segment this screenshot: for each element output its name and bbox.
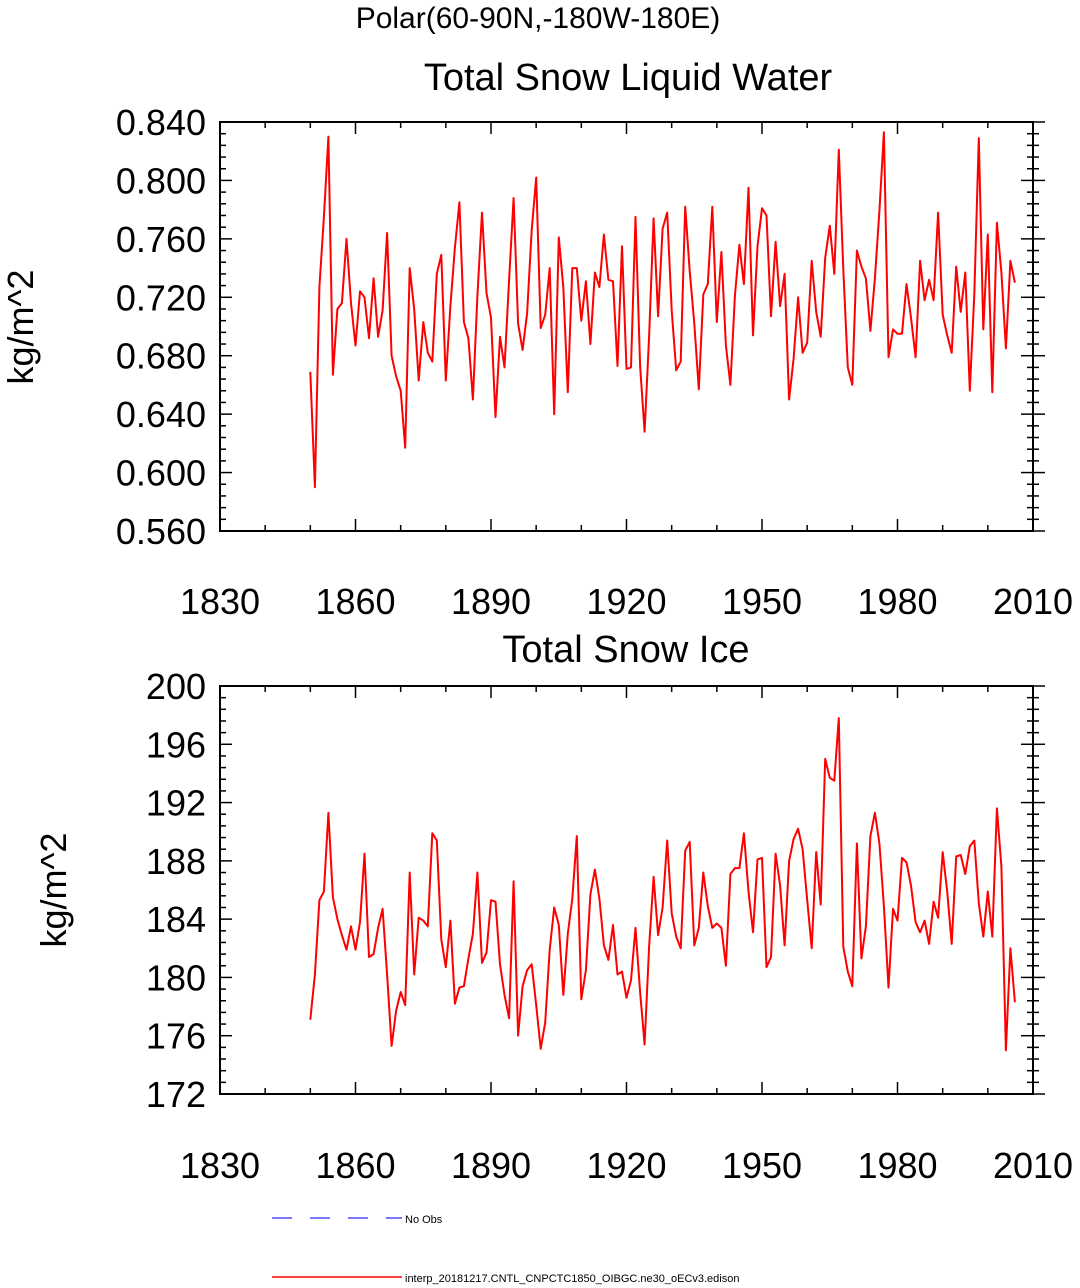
legend-run-label: interp_20181217.CNTL_CNPCTC1850_OIBGC.ne…	[405, 1273, 739, 1285]
y-tick-label: 0.560	[116, 511, 206, 552]
x-tick-label: 1830	[180, 1145, 260, 1186]
axis-ticks	[219, 685, 1045, 1095]
y-tick-label: 0.760	[116, 219, 206, 260]
axis-ticks	[219, 121, 1045, 532]
x-tick-label: 1830	[180, 581, 260, 622]
y-tick-label: 192	[146, 783, 206, 824]
y-tick-label: 0.680	[116, 336, 206, 377]
x-tick-label: 2010	[993, 1145, 1073, 1186]
chart-panel-snow-liquid-water: Total Snow Liquid Water kg/m^2 1830 1860 1…	[0, 57, 1073, 622]
chart-title: Total Snow Ice	[502, 629, 749, 671]
x-tick-label: 1950	[722, 1145, 802, 1186]
x-tick-label: 1950	[722, 581, 802, 622]
page-title: Polar(60-90N,-180W-180E)	[356, 2, 721, 35]
y-tick-label: 0.600	[116, 453, 206, 494]
y-tick-label: 184	[146, 899, 206, 940]
x-tick-label: 1860	[315, 1145, 395, 1186]
x-tick-label: 1860	[315, 581, 395, 622]
y-tick-label: 0.640	[116, 394, 206, 435]
legend-no-obs-label: No Obs	[405, 1214, 443, 1226]
data-series	[309, 717, 1016, 1052]
chart-panel-snow-ice: Total Snow Ice kg/m^2 1830 1860 1890 1920 19…	[33, 629, 1073, 1186]
data-series	[309, 131, 1016, 489]
y-tick-label: 172	[146, 1074, 206, 1115]
x-tick-label: 1980	[857, 581, 937, 622]
x-tick-label: 1890	[451, 581, 531, 622]
x-tick-label: 1920	[586, 1145, 666, 1186]
y-tick-label: 180	[146, 957, 206, 998]
axis-tick-labels: 1830 1860 1890 1920 1950 1980 2010 0.560 0.600 0.…	[116, 102, 1073, 622]
y-tick-label: 176	[146, 1016, 206, 1057]
series-line	[309, 131, 1016, 489]
chart-title: Total Snow Liquid Water	[424, 57, 833, 99]
x-tick-label: 1890	[451, 1145, 531, 1186]
y-tick-label: 0.800	[116, 160, 206, 201]
y-axis-label: kg/m^2	[0, 270, 41, 385]
y-tick-label: 0.840	[116, 102, 206, 143]
x-tick-label: 2010	[993, 581, 1073, 622]
legend: No Obs interp_20181217.CNTL_CNPCTC1850_O…	[272, 1214, 739, 1285]
y-tick-label: 188	[146, 841, 206, 882]
y-tick-label: 196	[146, 724, 206, 765]
x-tick-label: 1980	[857, 1145, 937, 1186]
y-tick-label: 200	[146, 666, 206, 707]
x-tick-label: 1920	[586, 581, 666, 622]
y-tick-label: 0.720	[116, 277, 206, 318]
axis-tick-labels: 1830 1860 1890 1920 1950 1980 2010 172 176 180 184…	[146, 666, 1073, 1186]
y-axis-label: kg/m^2	[33, 833, 74, 948]
series-line	[309, 717, 1016, 1052]
